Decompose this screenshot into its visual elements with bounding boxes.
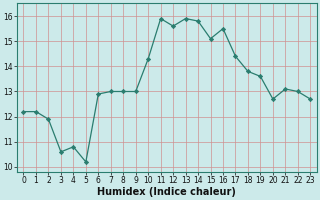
X-axis label: Humidex (Indice chaleur): Humidex (Indice chaleur) [98,187,236,197]
